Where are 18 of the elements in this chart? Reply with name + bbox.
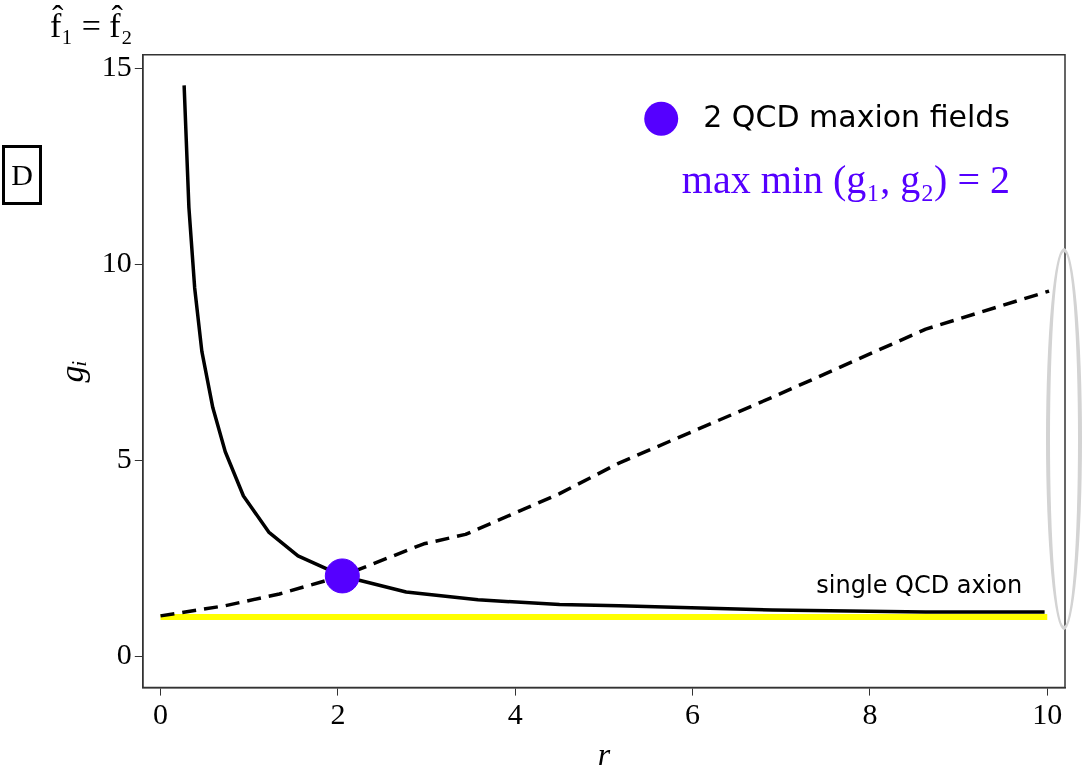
x-tick-label: 0 (153, 697, 169, 731)
y-tick-label: 5 (116, 441, 132, 475)
x-tick-label: 4 (507, 697, 523, 731)
x-tick-label: 6 (685, 697, 701, 731)
x-tick-label: 2 (330, 697, 346, 731)
y-tick-label: 10 (101, 245, 132, 279)
x-axis-title: r (597, 736, 611, 773)
annotation: single QCD axion (816, 571, 1023, 600)
line-series (158, 289, 1051, 618)
y-axis-title: gᵢ (53, 360, 91, 383)
legend-label: 2 QCD maxion fields (703, 98, 1011, 134)
y-tick-label: 0 (116, 637, 132, 671)
x-tick-label: 8 (862, 697, 878, 731)
x-tick-label: 10 (1032, 697, 1063, 731)
text: D (2, 145, 42, 205)
annotation: max min (g₁, g₂) = 2 (681, 157, 1010, 203)
chart-title: f̂₁ = f̂₂ (50, 5, 133, 45)
y-tick-label: 15 (101, 49, 132, 83)
